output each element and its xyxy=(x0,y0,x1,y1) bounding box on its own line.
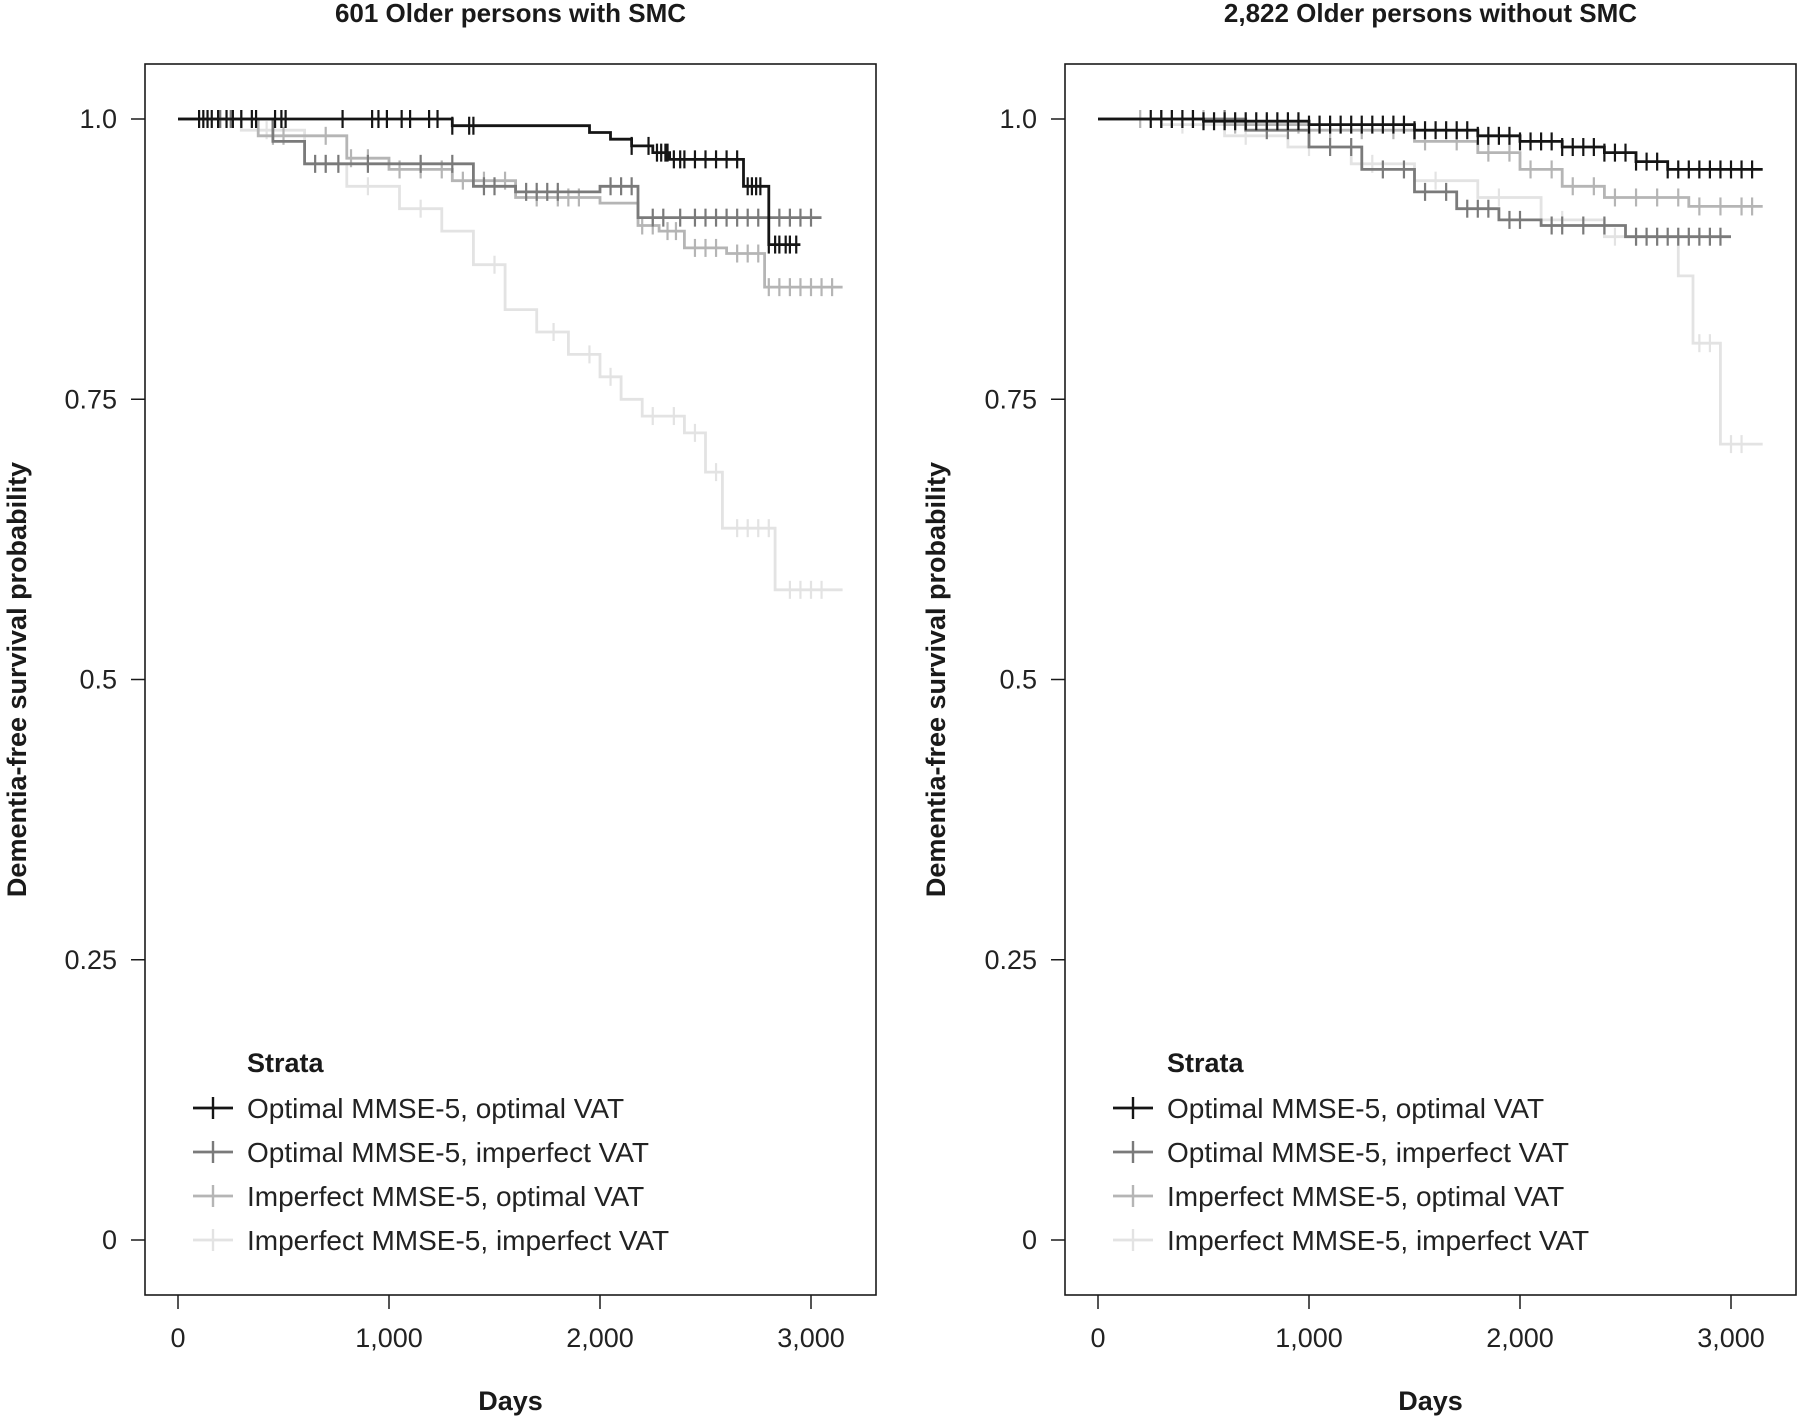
legend-entry: Imperfect MMSE-5, imperfect VAT xyxy=(247,1225,669,1256)
legend: Strata Optimal MMSE-5, optimal VAT Optimal… xyxy=(193,1048,669,1256)
series-4 xyxy=(178,110,843,599)
x-tick-label: 0 xyxy=(170,1323,185,1353)
y-tick-label: 0.25 xyxy=(64,945,117,975)
plot-frame xyxy=(1064,63,1797,1296)
legend-entry: Optimal MMSE-5, imperfect VAT xyxy=(247,1137,649,1168)
x-tick-label: 3,000 xyxy=(777,1323,845,1353)
chart-panel-1: 601 Older persons with SMC Dementia-free … xyxy=(2,0,877,1416)
x-axis-label: Days xyxy=(1398,1386,1463,1416)
chart-panel-2: 2,822 Older persons without SMC Dementia-… xyxy=(921,0,1797,1416)
legend: Strata Optimal MMSE-5, optimal VAT Optimal… xyxy=(1113,1048,1589,1256)
y-tick-label: 0.75 xyxy=(64,384,117,414)
y-axis-label: Dementia-free survival probability xyxy=(2,462,32,897)
survival-line xyxy=(178,117,843,289)
x-tick-label: 0 xyxy=(1090,1323,1105,1353)
x-tick-label: 3,000 xyxy=(1697,1323,1765,1353)
chart-title: 601 Older persons with SMC xyxy=(335,0,686,28)
y-tick-label: 0.5 xyxy=(79,665,117,695)
y-tick-label: 0 xyxy=(1022,1225,1037,1255)
series-1 xyxy=(178,110,801,254)
series-2 xyxy=(178,110,822,227)
legend-title: Strata xyxy=(1167,1048,1245,1078)
y-tick-label: 0.5 xyxy=(999,665,1037,695)
x-tick-label: 2,000 xyxy=(566,1323,634,1353)
legend-entry: Optimal MMSE-5, imperfect VAT xyxy=(1167,1137,1569,1168)
chart-title: 2,822 Older persons without SMC xyxy=(1224,0,1637,28)
series-1 xyxy=(1098,110,1763,179)
x-axis-label: Days xyxy=(478,1386,543,1416)
legend-entry: Imperfect MMSE-5, imperfect VAT xyxy=(1167,1225,1589,1256)
y-axis-label: Dementia-free survival probability xyxy=(921,462,951,897)
x-tick-label: 1,000 xyxy=(1275,1323,1343,1353)
y-tick-label: 1.0 xyxy=(79,104,117,134)
survival-line xyxy=(1098,117,1763,446)
plot-frame xyxy=(144,63,877,1296)
survival-curves xyxy=(178,110,843,599)
y-tick-label: 0.75 xyxy=(984,384,1037,414)
x-tick-label: 2,000 xyxy=(1486,1323,1554,1353)
legend-entry: Imperfect MMSE-5, optimal VAT xyxy=(1167,1181,1564,1212)
legend-entry: Optimal MMSE-5, optimal VAT xyxy=(247,1093,624,1124)
x-tick-label: 1,000 xyxy=(355,1323,423,1353)
survival-line xyxy=(1098,117,1763,208)
survival-curves xyxy=(1098,110,1763,454)
legend-entry: Optimal MMSE-5, optimal VAT xyxy=(1167,1093,1544,1124)
y-tick-label: 1.0 xyxy=(999,104,1037,134)
y-tick-label: 0 xyxy=(102,1225,117,1255)
legend-title: Strata xyxy=(247,1048,325,1078)
y-tick-label: 0.25 xyxy=(984,945,1037,975)
legend-entry: Imperfect MMSE-5, optimal VAT xyxy=(247,1181,644,1212)
